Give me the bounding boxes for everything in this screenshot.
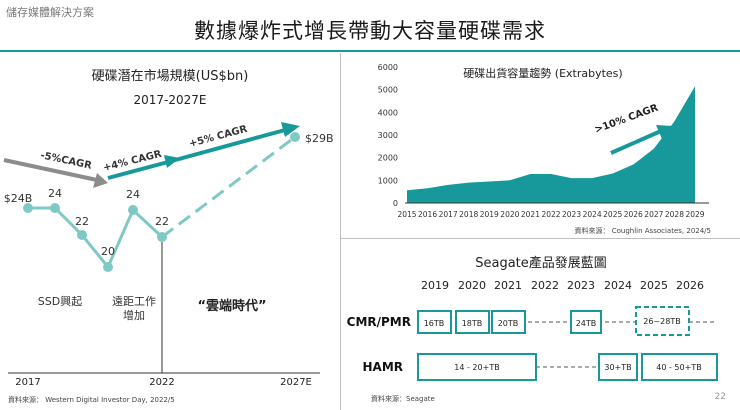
tam-title: 硬碟潛在市場規模(US$bn): [92, 68, 249, 84]
cagr-up-arrowhead-2: [281, 122, 300, 137]
shipment-xtick-2023: 2023: [562, 210, 581, 219]
annotation-cloud: “雲端時代”: [197, 298, 266, 314]
shipment-cagr-arrow: [610, 129, 662, 155]
roadmap-cmr-18tb: [455, 310, 490, 334]
shipment-cagr-arrowhead: [656, 125, 673, 139]
roadmap-cmr-24tb: [570, 310, 602, 334]
roadmap-title: Seagate產品發展藍圖: [475, 255, 607, 271]
shipment-ytick-1000: 1000: [378, 176, 398, 185]
shipment-ytick-4000: 4000: [378, 108, 398, 117]
shipment-ytick-5000: 5000: [378, 86, 398, 95]
roadmap-year-2021: 2021: [494, 279, 522, 292]
roadmap-row-label-hamr: HAMR: [362, 360, 403, 374]
tam-x-2027: 2027E: [280, 377, 312, 388]
page-title: 數據爆炸式增長帶動大容量硬碟需求: [194, 19, 546, 43]
page-number: 22: [714, 392, 726, 402]
shipment-area: [407, 86, 695, 203]
roadmap-cmr-26-28tb-label: 26~28TB: [643, 317, 680, 326]
shipment-ytick-0: 0: [393, 199, 398, 208]
roadmap-hamr-30tb-label: 30+TB: [604, 363, 631, 372]
shipment-xtick-2027: 2027: [644, 210, 663, 219]
shipment-xtick-2020: 2020: [500, 210, 519, 219]
tam-point-2022: [157, 232, 167, 242]
roadmap-year-2023: 2023: [567, 279, 595, 292]
roadmap-year-2026: 2026: [676, 279, 704, 292]
shipment-xtick-2018: 2018: [459, 210, 478, 219]
tam-label-2018: 24: [48, 187, 62, 200]
tam-subtitle: 2017-2027E: [134, 93, 207, 107]
roadmap-hamr-14-20tb: [417, 353, 537, 381]
shipment-title: 硬碟出貨容量趨勢 (Extrabytes): [463, 66, 622, 80]
tam-point-2020: [103, 262, 113, 272]
roadmap-hamr-30tb: [598, 353, 638, 381]
shipment-xtick-2029: 2029: [685, 210, 704, 219]
roadmap-cmr-20tb-label: 20TB: [498, 319, 519, 328]
horizontal-divider: [341, 238, 740, 239]
shipment-xtick-2016: 2016: [418, 210, 437, 219]
roadmap-cmr-16tb: [417, 310, 452, 334]
shipment-ytick-3000: 3000: [378, 131, 398, 140]
roadmap-cmr-16tb-label: 16TB: [424, 319, 445, 328]
tam-label-2017: $24B: [4, 192, 33, 205]
header-tag: 儲存媒體解決方案: [6, 6, 94, 19]
roadmap-year-2024: 2024: [604, 279, 632, 292]
annotation-remote-1: 遠距工作: [112, 295, 156, 308]
shipment-xtick-2015: 2015: [397, 210, 416, 219]
tam-label-2022: 22: [155, 215, 169, 228]
annotation-ssd: SSD興起: [38, 295, 82, 308]
roadmap-year-2025: 2025: [640, 279, 668, 292]
roadmap-hamr-40-50tb: [641, 353, 718, 381]
roadmap-year-2020: 2020: [458, 279, 486, 292]
tam-point-2019: [77, 230, 87, 240]
shipment-xtick-2028: 2028: [665, 210, 684, 219]
cagr-down-arrow: [3, 158, 98, 182]
shipment-ytick-2000: 2000: [378, 154, 398, 163]
roadmap-cmr-18tb-label: 18TB: [462, 319, 483, 328]
tam-point-2018: [50, 203, 60, 213]
tam-point-2027: [290, 132, 300, 142]
shipment-xtick-2026: 2026: [624, 210, 643, 219]
roadmap-row-label-cmr: CMR/PMR: [347, 315, 411, 329]
tam-x-2017: 2017: [15, 377, 40, 388]
cagr-up-arrow-1: [107, 160, 169, 180]
cagr-up-arrow-2: [167, 128, 286, 164]
shipment-xtick-2019: 2019: [480, 210, 499, 219]
tam-label-2020: 20: [101, 245, 115, 258]
title-divider: [0, 50, 740, 52]
roadmap-hamr-40-50tb-label: 40 - 50+TB: [656, 363, 701, 372]
tam-point-2021: [128, 205, 138, 215]
roadmap-year-2019: 2019: [421, 279, 449, 292]
tam-actual-line: [28, 206, 164, 270]
tam-x-2022: 2022: [149, 377, 174, 388]
tam-label-2027: $29B: [305, 132, 334, 145]
shipment-source: 資料來源： Coughlin Associates, 2024/5: [575, 226, 712, 235]
shipment-xtick-2022: 2022: [541, 210, 560, 219]
roadmap-cmr-20tb: [491, 310, 526, 334]
tam-forecast-line: [161, 135, 296, 239]
shipment-chart: 硬碟出貨容量趨勢 (Extrabytes) 0 1000 2000 3000 4000 5…: [378, 63, 712, 235]
roadmap-source: 資料來源：Seagate: [371, 394, 435, 403]
tam-source: 資料來源： Western Digital Investor Day, 2022…: [8, 395, 175, 404]
vertical-divider: [340, 53, 341, 410]
roadmap-year-2022: 2022: [531, 279, 559, 292]
tam-label-2021: 24: [126, 188, 140, 201]
shipment-cagr-label: >10% CAGR: [593, 103, 660, 136]
roadmap-cmr-24tb-label: 24TB: [576, 319, 597, 328]
tam-label-2019: 22: [75, 215, 89, 228]
cagr-up2-label: +5% CAGR: [188, 124, 249, 150]
roadmap-cmr-26-28tb: [635, 306, 690, 336]
cagr-down-arrowhead: [93, 173, 108, 188]
roadmap: Seagate產品發展藍圖 2019 2020 2021 2022 2023 2…: [347, 255, 718, 403]
tam-point-2017: [23, 203, 33, 213]
shipment-xtick-2017: 2017: [439, 210, 458, 219]
shipment-xtick-2024: 2024: [583, 210, 602, 219]
shipment-xtick-2021: 2021: [521, 210, 540, 219]
shipment-ytick-6000: 6000: [378, 63, 398, 72]
roadmap-hamr-14-20tb-label: 14 - 20+TB: [454, 363, 499, 372]
tam-chart: 硬碟潛在市場規模(US$bn) 2017-2027E -5%CAGR +4% C…: [3, 68, 334, 404]
shipment-xtick-2025: 2025: [603, 210, 622, 219]
annotation-remote-2: 增加: [123, 308, 145, 322]
